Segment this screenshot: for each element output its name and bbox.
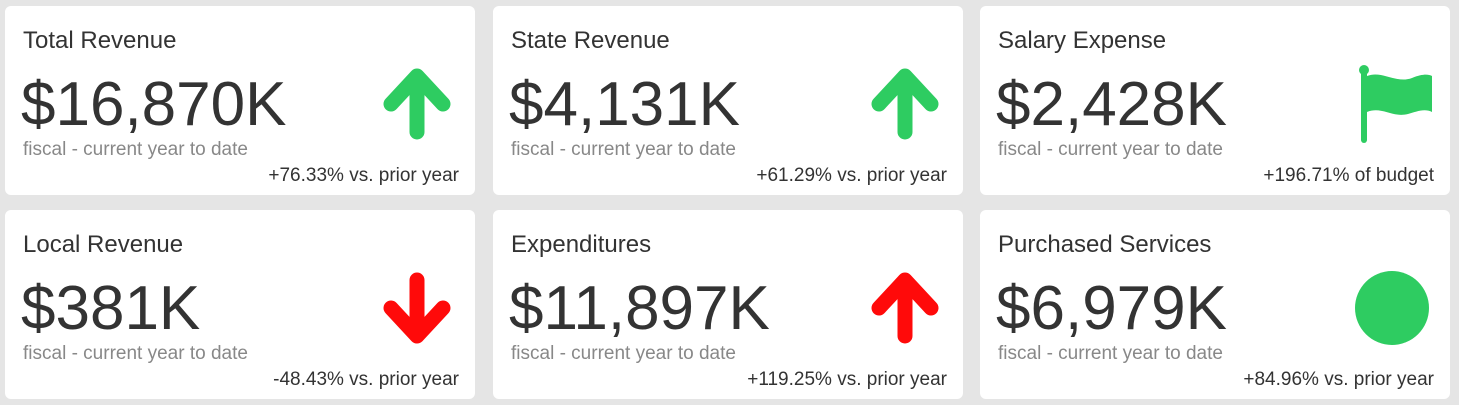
card-title: Total Revenue: [23, 27, 177, 54]
card-subtitle: fiscal - current year to date: [511, 139, 736, 160]
card-comparison: +196.71% of budget: [1263, 165, 1434, 186]
kpi-card-salary-expense[interactable]: Salary Expense $2,428K fiscal - current …: [980, 6, 1450, 195]
card-comparison: -48.43% vs. prior year: [273, 369, 459, 390]
card-comparison: +84.96% vs. prior year: [1243, 369, 1434, 390]
arrow-up-icon: [383, 68, 451, 140]
card-subtitle: fiscal - current year to date: [23, 139, 248, 160]
card-title: Local Revenue: [23, 231, 184, 258]
card-title: Purchased Services: [998, 231, 1212, 258]
flag-icon: [1359, 65, 1432, 143]
card-value: $381K: [21, 274, 201, 343]
card-title: Expenditures: [511, 231, 652, 258]
card-title: Salary Expense: [998, 27, 1167, 54]
card-value: $11,897K: [509, 274, 770, 343]
arrow-up-icon: [871, 68, 939, 140]
kpi-card-total-revenue[interactable]: Total Revenue $16,870K fiscal - current …: [5, 6, 475, 195]
card-subtitle: fiscal - current year to date: [998, 343, 1223, 364]
card-subtitle: fiscal - current year to date: [23, 343, 248, 364]
kpi-card-local-revenue[interactable]: Local Revenue $381K fiscal - current yea…: [5, 210, 475, 399]
card-value: $6,979K: [996, 274, 1227, 343]
card-comparison: +61.29% vs. prior year: [756, 165, 947, 186]
card-comparison: +76.33% vs. prior year: [268, 165, 459, 186]
card-value: $4,131K: [509, 70, 740, 139]
kpi-card-purchased-services[interactable]: Purchased Services $6,979K fiscal - curr…: [980, 210, 1450, 399]
arrow-down-icon: [383, 272, 451, 344]
card-value: $2,428K: [996, 70, 1227, 139]
card-comparison: +119.25% vs. prior year: [747, 369, 947, 390]
card-title: State Revenue: [511, 27, 670, 54]
kpi-card-expenditures[interactable]: Expenditures $11,897K fiscal - current y…: [493, 210, 963, 399]
arrow-up-icon: [871, 272, 939, 344]
card-subtitle: fiscal - current year to date: [511, 343, 736, 364]
circle-icon: [1355, 271, 1429, 345]
card-value: $16,870K: [21, 70, 287, 139]
card-subtitle: fiscal - current year to date: [998, 139, 1223, 160]
kpi-card-state-revenue[interactable]: State Revenue $4,131K fiscal - current y…: [493, 6, 963, 195]
